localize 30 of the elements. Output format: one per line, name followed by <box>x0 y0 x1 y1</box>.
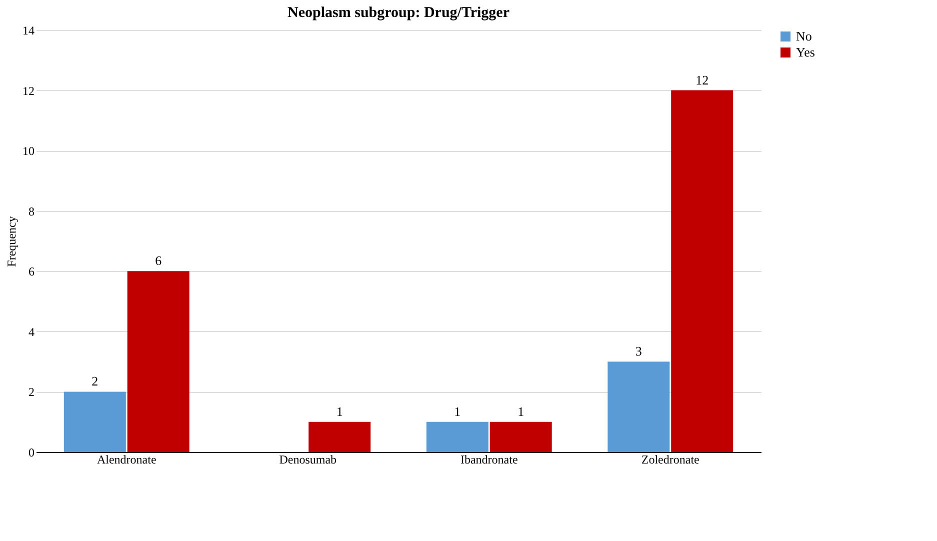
y-tick-label: 6 <box>28 264 34 279</box>
legend-label: No <box>796 28 812 44</box>
bar <box>308 422 371 452</box>
bar <box>426 422 488 452</box>
y-tick-label: 10 <box>22 144 34 158</box>
legend-label: Yes <box>796 44 815 60</box>
y-tick-label: 8 <box>28 204 34 218</box>
chart-title: Neoplasm subgroup: Drug/Trigger <box>288 5 510 21</box>
x-tick-label: Alendronate <box>96 452 156 466</box>
data-label: 3 <box>635 344 642 359</box>
bar <box>64 392 126 452</box>
y-tick-label: 12 <box>22 84 34 98</box>
y-tick-label: 14 <box>22 24 34 38</box>
x-tick-label: Zoledronate <box>641 452 700 466</box>
bar <box>608 362 670 452</box>
data-label: 1 <box>336 404 343 419</box>
data-label: 1 <box>454 404 461 419</box>
data-label: 6 <box>155 253 162 268</box>
data-label: 2 <box>92 374 98 389</box>
x-tick-label: Ibandronate <box>460 452 518 466</box>
y-tick-label: 2 <box>28 385 34 400</box>
data-label: 12 <box>696 72 709 88</box>
x-tick-label: Denosumab <box>279 452 337 466</box>
data-label: 1 <box>518 404 524 419</box>
y-axis-title: Frequency <box>4 216 18 267</box>
bar <box>490 422 552 452</box>
bar <box>127 271 190 452</box>
y-tick-label: 4 <box>28 324 34 339</box>
bar <box>671 90 734 452</box>
y-tick-label: 0 <box>28 446 34 460</box>
